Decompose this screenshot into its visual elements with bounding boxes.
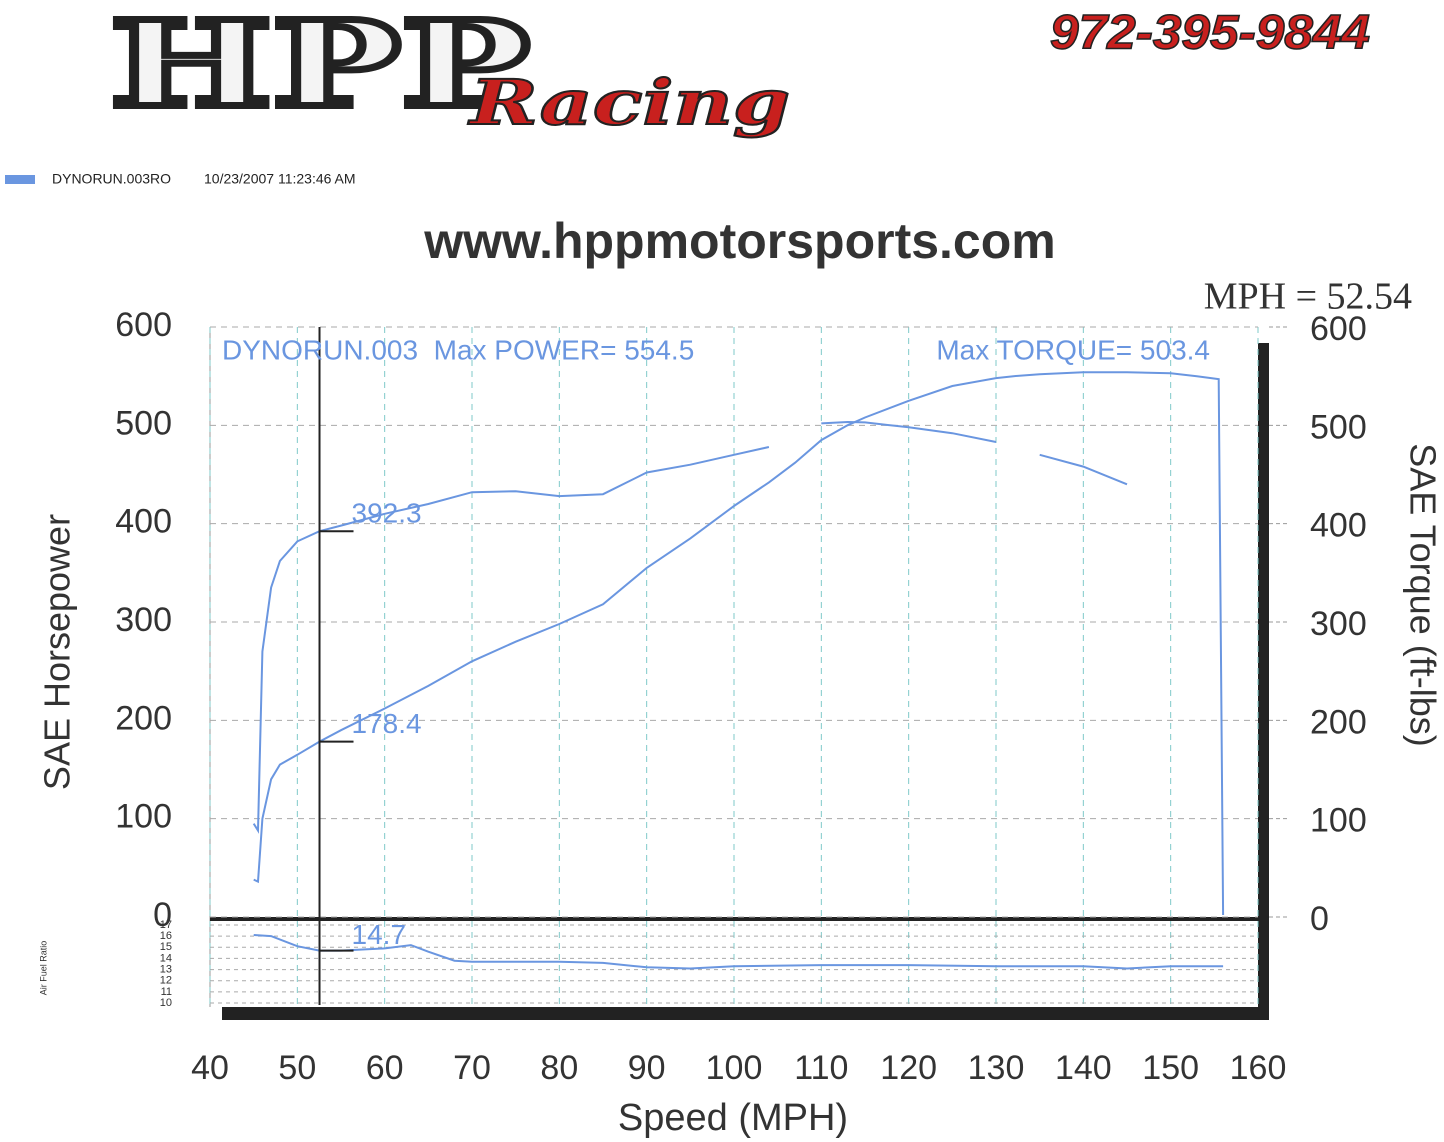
x-tick-label: 70 xyxy=(453,1049,491,1087)
x-tick-label: 60 xyxy=(366,1049,404,1087)
y2-tick-label: 300 xyxy=(1310,605,1367,643)
y-axis-title: SAE Horsepower xyxy=(37,514,78,790)
x-tick-label: 50 xyxy=(278,1049,316,1087)
afr-tick-label: 17 xyxy=(160,919,172,931)
annotation: DYNORUN.003 Max POWER= 554.5 xyxy=(222,334,694,365)
annotation: Max TORQUE= 503.4 xyxy=(936,334,1210,365)
readout-label: 392.3 xyxy=(352,498,422,529)
y2-tick-label: 400 xyxy=(1310,507,1367,545)
x-tick-label: 160 xyxy=(1230,1049,1287,1087)
x-tick-label: 120 xyxy=(880,1049,937,1087)
phone: 972-395-9844 xyxy=(1050,7,1370,60)
afr-tick-label: 16 xyxy=(160,930,172,942)
series-line xyxy=(252,420,1128,834)
y2-tick-label: 500 xyxy=(1310,408,1367,446)
cursor-label: MPH = 52.54 xyxy=(1204,276,1412,318)
y2-tick-label: 600 xyxy=(1310,310,1367,348)
frame-shadow-right xyxy=(1258,343,1269,1020)
afr-tick-label: 11 xyxy=(161,986,172,998)
y2-tick-label: 100 xyxy=(1310,802,1367,840)
y-tick-label: 300 xyxy=(115,601,172,639)
afr-tick-label: 15 xyxy=(160,941,172,953)
x-tick-label: 90 xyxy=(628,1049,666,1087)
afr-tick-label: 12 xyxy=(160,975,172,987)
y-tick-label: 400 xyxy=(115,503,172,541)
y2-axis-title: SAE Torque (ft-lbs) xyxy=(1402,443,1443,746)
website: www.hppmotorsports.com xyxy=(423,213,1056,269)
readout-label: 14.7 xyxy=(352,919,407,950)
frame-shadow-bottom xyxy=(222,1007,1269,1020)
x-tick-label: 140 xyxy=(1055,1049,1112,1087)
readout-label: 178.4 xyxy=(352,708,422,739)
x-tick-label: 80 xyxy=(540,1049,578,1087)
y-tick-label: 100 xyxy=(115,798,172,836)
y-tick-label: 600 xyxy=(115,306,172,344)
afr-axis-title: Air Fuel Ratio xyxy=(38,941,48,996)
legend-swatch xyxy=(5,175,35,184)
x-tick-label: 110 xyxy=(794,1049,848,1087)
logo-sub: Racing xyxy=(467,66,790,139)
afr-tick-label: 10 xyxy=(160,997,172,1009)
x-axis-title: Speed (MPH) xyxy=(618,1097,848,1139)
series-line xyxy=(253,371,1225,916)
legend-label: DYNORUN.003RO xyxy=(52,171,171,187)
y-tick-label: 0 xyxy=(153,896,172,934)
logo: HPP xyxy=(110,0,530,134)
afr-tick-label: 14 xyxy=(160,952,172,964)
x-tick-label: 40 xyxy=(191,1049,229,1087)
y-tick-label: 200 xyxy=(115,699,172,737)
legend-date: 10/23/2007 11:23:46 AM xyxy=(204,171,356,187)
y2-tick-label: 0 xyxy=(1310,900,1329,938)
x-tick-label: 100 xyxy=(706,1049,763,1087)
y-tick-label: 500 xyxy=(115,404,172,442)
x-tick-label: 130 xyxy=(968,1049,1025,1087)
afr-tick-label: 13 xyxy=(160,963,172,975)
y2-tick-label: 200 xyxy=(1310,703,1367,741)
x-tick-label: 150 xyxy=(1142,1049,1199,1087)
